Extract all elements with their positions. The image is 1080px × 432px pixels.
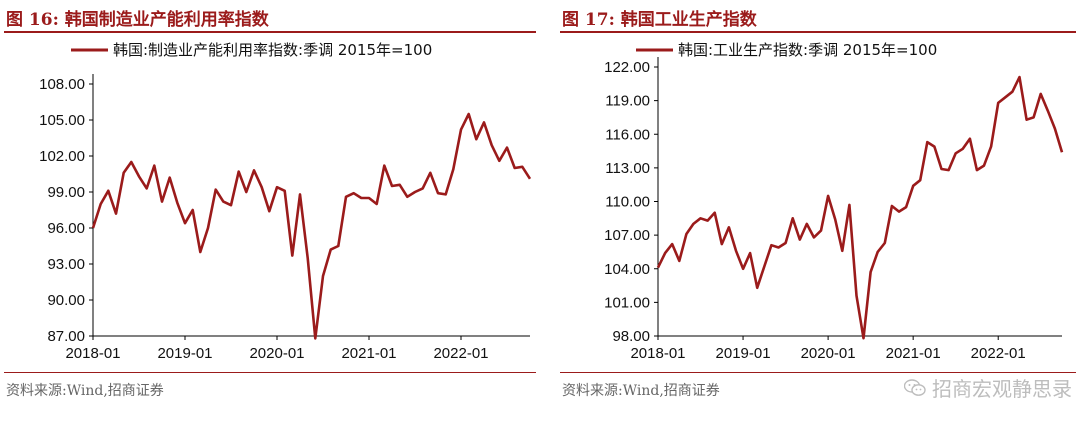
y-tick-label: 108.00 (39, 76, 85, 93)
y-tick-label: 90.00 (47, 292, 85, 309)
x-tick-label: 2018-01 (630, 345, 685, 362)
x-tick-label: 2018-01 (65, 345, 120, 362)
y-tick-label: 102.00 (39, 148, 85, 165)
y-tick-label: 104.00 (604, 261, 650, 278)
y-tick-label: 110.00 (605, 194, 650, 211)
figure-title: 图 16: 韩国制造业产能利用率指数 (6, 10, 269, 30)
y-tick-label: 96.00 (47, 220, 85, 237)
watermark-text: 招商宏观静思录 (932, 377, 1072, 401)
x-tick-label: 2020-01 (249, 345, 304, 362)
series-line (656, 75, 1064, 340)
x-tick-label: 2022-01 (433, 345, 488, 362)
x-tick-label: 2021-01 (341, 345, 396, 362)
y-tick-label: 116.00 (605, 126, 650, 143)
y-tick-label: 98.00 (612, 328, 650, 345)
source-note: 资料来源:Wind,招商证券 (562, 383, 720, 399)
y-tick-label: 105.00 (39, 112, 85, 129)
chart-panel-17: 图 17: 韩国工业生产指数 韩国:工业生产指数:季调 2015年=100 98.… (556, 0, 1080, 432)
chart-svg: 韩国:工业生产指数:季调 2015年=100 98.00 101.00 104.00 1… (604, 41, 1064, 362)
y-tick-label: 119.00 (605, 93, 650, 110)
y-tick-label: 93.00 (47, 256, 85, 273)
title-rule (4, 31, 536, 33)
y-tick-label: 99.00 (47, 184, 85, 201)
x-tick-label: 2019-01 (716, 345, 771, 362)
source-note: 资料来源:Wind,招商证券 (6, 383, 164, 399)
legend: 韩国:工业生产指数:季调 2015年=100 (636, 41, 937, 59)
x-tick-label: 2019-01 (157, 345, 212, 362)
figure-title: 图 17: 韩国工业生产指数 (562, 10, 757, 30)
y-tick-label: 122.00 (604, 59, 650, 76)
y-tick-label: 87.00 (47, 328, 85, 345)
wechat-icon (904, 378, 926, 396)
legend-label: 韩国:制造业产能利用率指数:季调 2015年=100 (113, 41, 432, 59)
title-rule (560, 31, 1076, 33)
chart-panel-16: 图 16: 韩国制造业产能利用率指数 韩国:制造业产能利用率指数:季调 2015… (4, 10, 536, 399)
footer-rule (560, 372, 1076, 373)
chart-svg: 韩国:制造业产能利用率指数:季调 2015年=100 87.00 90.00 93.0… (39, 41, 532, 362)
legend: 韩国:制造业产能利用率指数:季调 2015年=100 (71, 41, 432, 59)
x-tick-label: 2022-01 (971, 345, 1026, 362)
x-tick-label: 2021-01 (886, 345, 941, 362)
watermark: 招商宏观静思录 (904, 373, 1072, 402)
footer-rule (4, 372, 536, 373)
x-tick-label: 2020-01 (801, 345, 856, 362)
legend-label: 韩国:工业生产指数:季调 2015年=100 (678, 41, 937, 59)
series-line (91, 112, 532, 340)
y-tick-label: 107.00 (604, 227, 650, 244)
y-tick-label: 113.00 (605, 160, 650, 177)
y-tick-label: 101.00 (604, 294, 650, 311)
